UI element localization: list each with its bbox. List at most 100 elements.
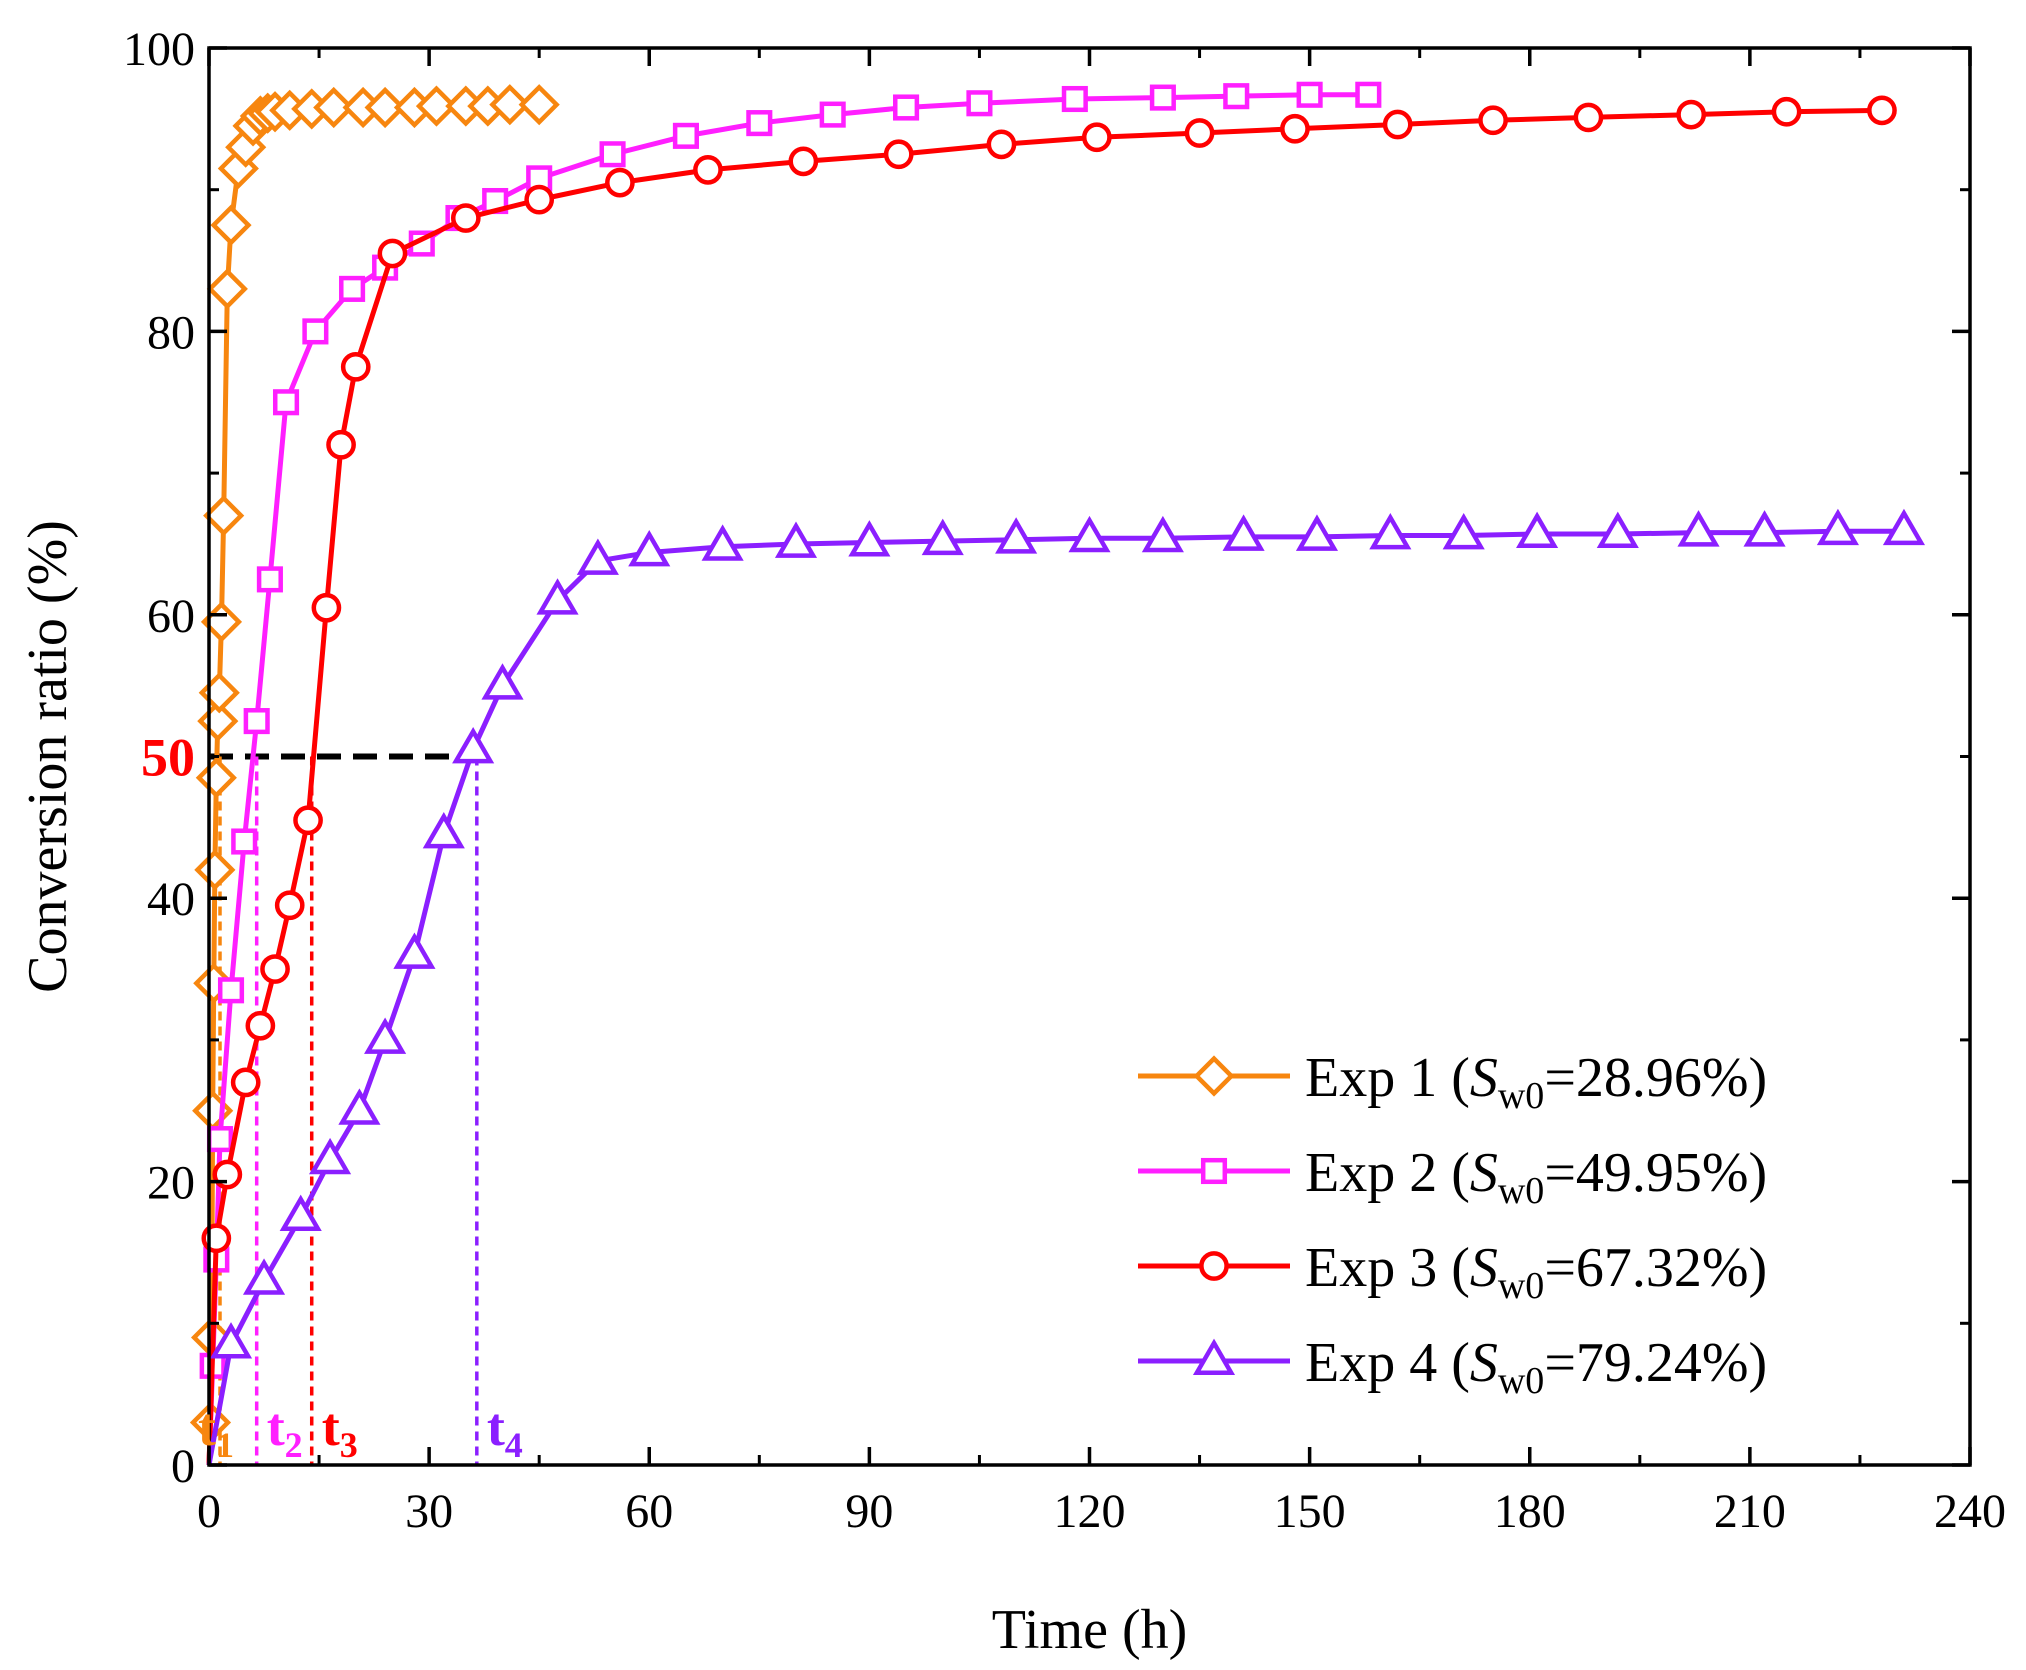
series-4-point [1882, 508, 1926, 546]
series-2-line [206, 92, 1369, 1466]
time-marker-label-2: t2 [267, 1397, 303, 1465]
series-3-point [245, 1010, 276, 1041]
y-tick-label: 20 [147, 1157, 195, 1210]
series-4-point [701, 524, 744, 561]
series-2-point [746, 110, 773, 137]
series-3-point [293, 805, 323, 836]
series-2-point [1223, 83, 1250, 110]
series-3-point [326, 429, 356, 460]
series-2-point [1061, 85, 1088, 113]
legend-item-1: Exp 1 (Sw0=28.96%) [1138, 1047, 1767, 1117]
series-3-point [274, 890, 305, 921]
legend-label: Exp 1 (Sw0=28.96%) [1305, 1047, 1767, 1117]
series-4-point [279, 1194, 322, 1231]
series-1-point [203, 495, 245, 537]
series-group [189, 81, 1926, 1466]
series-4-point [209, 1322, 253, 1359]
legend-marker [1199, 1251, 1229, 1281]
series-4-point [1596, 511, 1639, 548]
series-1-point [364, 86, 406, 129]
series-1-point [194, 849, 236, 891]
series-4-point [848, 520, 891, 557]
series-3-point [311, 592, 342, 623]
x-tick-label: 0 [197, 1485, 221, 1538]
legend-item-2: Exp 2 (Sw0=49.95%) [1138, 1142, 1767, 1212]
x-tick-label: 90 [845, 1485, 893, 1538]
series-4-point [1516, 511, 1559, 548]
series-4-point [921, 518, 964, 556]
series-1-point [210, 204, 252, 246]
legend-label: Exp 3 (Sw0=67.32%) [1305, 1237, 1767, 1307]
series-2-point [966, 90, 993, 117]
series-4-point [1141, 515, 1184, 553]
series-3-point [1382, 109, 1413, 140]
series-2-point [339, 275, 366, 302]
y-tick-label: 80 [147, 306, 195, 359]
series-1 [189, 84, 560, 1466]
x-tick-label: 30 [405, 1485, 453, 1538]
legend-item-3: Exp 3 (Sw0=67.32%) [1138, 1237, 1767, 1307]
legend-marker [1192, 1338, 1236, 1375]
series-4-point [309, 1137, 352, 1175]
series-2-point [206, 1126, 234, 1153]
legend-label: Exp 2 (Sw0=49.95%) [1305, 1142, 1767, 1212]
x-tick-label: 210 [1714, 1485, 1786, 1538]
series-3-point [1184, 118, 1215, 148]
series-2-point [217, 977, 245, 1004]
series-3-point [1573, 102, 1604, 133]
y-tick-label: 100 [123, 23, 195, 76]
series-2-point [893, 94, 920, 121]
series-3-point [377, 238, 408, 269]
series-4-line [206, 528, 1904, 1466]
time-marker-label-4: t4 [487, 1397, 523, 1465]
series-4-point [1369, 513, 1412, 550]
series-4-point [338, 1088, 381, 1125]
series-3-point [1478, 105, 1508, 136]
series-4-point [995, 517, 1038, 554]
axes: 0 30 60 90 120 150 180 210 240 0 20 40 60 80 100 50 t1 t2… [123, 23, 2006, 1538]
series-3-point [1676, 99, 1707, 130]
series-3-point [1280, 113, 1310, 144]
series-2-point [1149, 84, 1176, 111]
series-1-point [198, 672, 240, 714]
series-3-point [986, 129, 1017, 160]
series-2-point [256, 566, 283, 593]
x-axis-label: Time (h) [992, 1599, 1188, 1661]
y-tick-label: 60 [147, 590, 195, 643]
series-3-point [693, 155, 723, 185]
series-3-point [883, 139, 914, 170]
series-4-point [1442, 513, 1485, 550]
series-4-point [364, 1017, 407, 1054]
time-marker-label-3: t3 [322, 1397, 358, 1465]
series-3-point [450, 203, 481, 233]
series-1-point [313, 86, 355, 129]
x-tick-label: 60 [625, 1485, 673, 1538]
legend-item-4: Exp 4 (Sw0=79.24%) [1138, 1332, 1767, 1402]
series-2-point [819, 101, 846, 128]
series-4-point [1677, 510, 1720, 547]
x-tick-label: 150 [1274, 1485, 1346, 1538]
series-3-point [260, 954, 290, 984]
series-3-point [1771, 96, 1802, 127]
series-4-point [576, 538, 619, 575]
series-4-point [422, 812, 465, 849]
legend-marker [1193, 1055, 1235, 1097]
series-2-point [231, 828, 258, 855]
legend-label: Exp 4 (Sw0=79.24%) [1305, 1332, 1767, 1402]
series-3-point [524, 184, 555, 215]
reference-label-50: 50 [141, 728, 195, 788]
legend: Exp 1 (Sw0=28.96%) Exp 2 (Sw0=49.95%) Exp … [1138, 1047, 1767, 1402]
series-4-point [1816, 508, 1859, 546]
legend-marker [1200, 1157, 1228, 1185]
series-4-point [1743, 510, 1786, 547]
series-2-point [243, 708, 270, 735]
series-2-point [1355, 81, 1382, 108]
series-2-point [1296, 81, 1323, 108]
series-4-point [452, 726, 495, 764]
series-4 [206, 508, 1926, 1466]
series-2-point [599, 141, 626, 168]
series-4-point [1295, 514, 1339, 551]
series-2-point [302, 318, 329, 345]
series-4-point [628, 530, 671, 567]
series-1-point [489, 84, 531, 126]
